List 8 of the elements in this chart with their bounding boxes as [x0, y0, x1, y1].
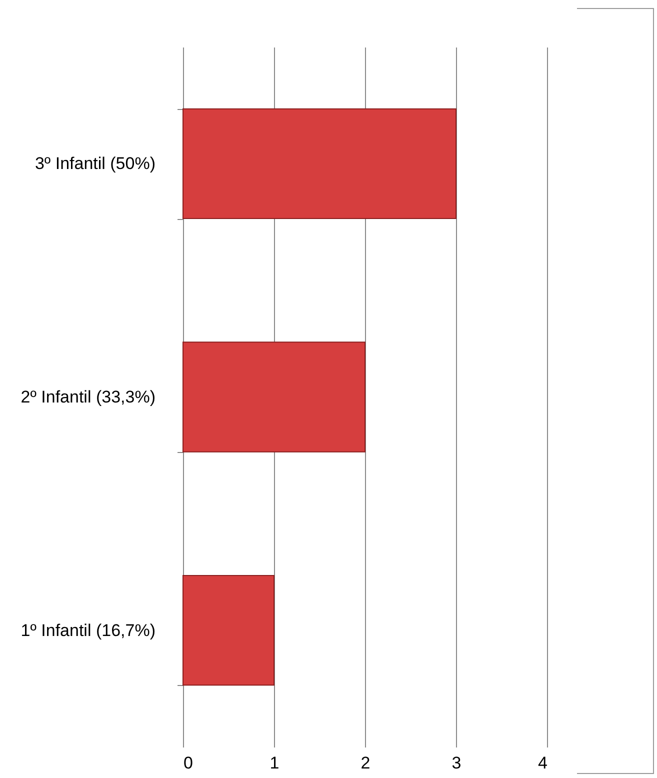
y-tick-label: 2º Infantil (33,3%): [20, 388, 156, 406]
x-tick-label: 2: [360, 754, 370, 772]
x-tick-label: 1: [270, 754, 280, 772]
x-tick-label: 0: [184, 754, 193, 772]
x-tick-label: 3: [452, 754, 462, 772]
y-tick-label: 1º Infantil (16,7%): [20, 620, 156, 640]
x-tick-label: 4: [538, 754, 548, 772]
y-tick-label: 3º Infantil (50%): [34, 154, 156, 174]
